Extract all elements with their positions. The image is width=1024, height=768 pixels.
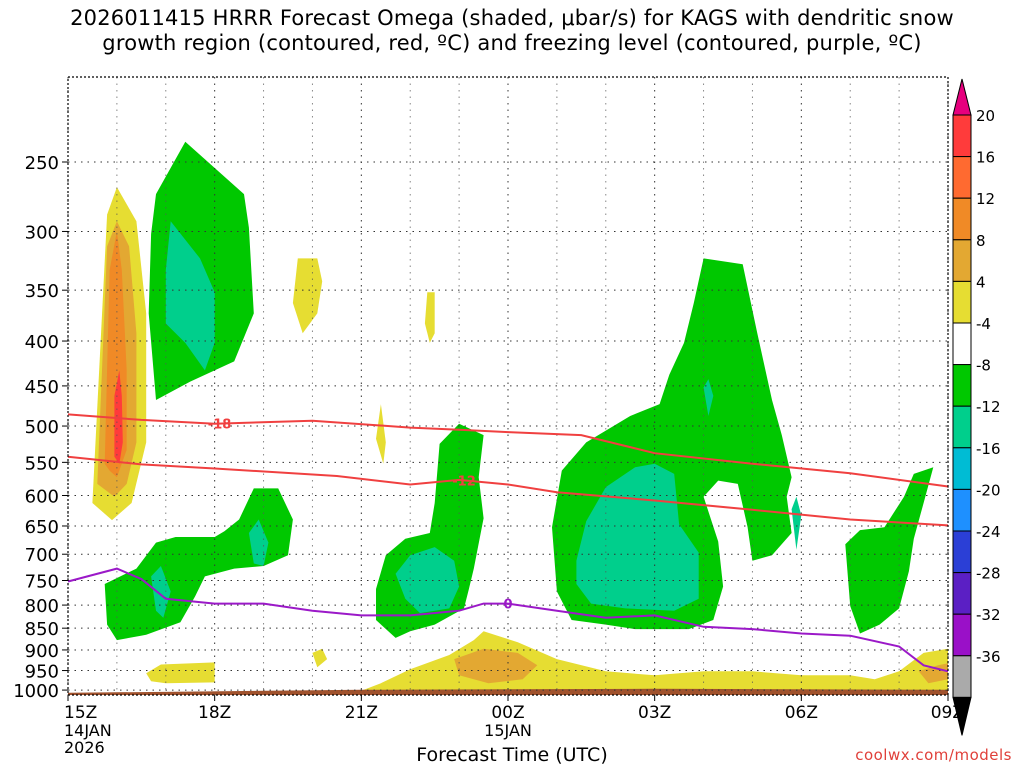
colorbar-label: -20 [976, 481, 1001, 499]
omega-region [918, 663, 948, 684]
title-line-1: 2026011415 HRRR Forecast Omega (shaded, … [70, 6, 954, 30]
omega-shading-layer [92, 141, 948, 692]
y-tick-label: 800 [25, 596, 59, 617]
x-tick-label: 00Z [491, 703, 524, 723]
omega-region [114, 370, 123, 464]
colorbar-segment [952, 280, 972, 324]
colorbar-label: 20 [976, 107, 995, 125]
contour-label: -18 [208, 418, 232, 433]
y-tick-label: 300 [25, 222, 59, 243]
isotherm-dsg-line [67, 455, 949, 527]
colorbar-segment [952, 322, 972, 366]
omega-region [454, 648, 538, 684]
y-tick-label: 1000 [13, 681, 59, 702]
colorbar-segment [952, 197, 972, 241]
y-tick-label: 350 [25, 281, 59, 302]
y-tick-label: 250 [25, 153, 59, 174]
y-tick-label: 750 [25, 571, 59, 592]
colorbar-label: -4 [976, 315, 991, 333]
y-tick-label: 900 [25, 641, 59, 662]
colorbar-segment [952, 405, 972, 449]
omega-region [312, 648, 328, 668]
omega-region [791, 496, 802, 550]
colorbar-label: -28 [976, 565, 1001, 583]
omega-region [395, 547, 460, 614]
colorbar-segment [952, 447, 972, 490]
colorbar-label: 12 [976, 190, 995, 208]
y-tick-label: 950 [25, 662, 59, 683]
colorbar-segment [952, 572, 972, 615]
omega-region [146, 662, 215, 684]
axes-layer: 2503003504004505005506006507007508008509… [13, 76, 964, 757]
y-tick-label: 600 [25, 486, 59, 507]
colorbar-label: -24 [976, 523, 1001, 541]
y-tick-label: 550 [25, 453, 59, 474]
isotherm-dsg-line [67, 413, 949, 488]
colorbar: 20 16 12 8 4 -4 -8 -12 -16 -20 -24 -28 -32 -36 [952, 78, 1001, 736]
colorbar-segment [952, 364, 972, 407]
colorbar-segment [952, 530, 972, 574]
omega-region [376, 404, 386, 464]
colorbar-label: 4 [976, 273, 986, 291]
y-tick-label: 500 [25, 417, 59, 438]
x-tick-label: 21Z [345, 703, 378, 723]
omega-region [703, 379, 714, 416]
y-tick-label: 450 [25, 377, 59, 398]
freezing-level-line [67, 567, 949, 673]
colorbar-label: -16 [976, 440, 1001, 458]
colorbar-segment [952, 156, 972, 199]
colorbar-label: -12 [976, 398, 1001, 416]
x-tick-label: 06Z [785, 703, 818, 723]
colorbar-label: -32 [976, 606, 1001, 624]
colorbar-label: -8 [976, 357, 991, 375]
colorbar-label: 8 [976, 232, 986, 250]
y-tick-label: 650 [25, 517, 59, 538]
omega-region [576, 463, 699, 611]
colorbar-bottom-arrow [952, 696, 972, 736]
colorbar-label: -36 [976, 648, 1001, 666]
y-tick-label: 400 [25, 332, 59, 353]
omega-region [165, 221, 215, 371]
colorbar-segment [952, 114, 972, 158]
colorbar-segment [952, 613, 972, 657]
chart-title: 2026011415 HRRR Forecast Omega (shaded, … [0, 6, 1024, 56]
colorbar-segment [952, 488, 972, 532]
colorbar-segment [952, 239, 972, 282]
surface-band [68, 688, 948, 695]
contour-layer: -18 -12 0 [67, 413, 949, 673]
x-tick-sublabel: 15JAN [484, 721, 532, 740]
x-tick-label: 18Z [198, 703, 231, 723]
omega-region [845, 467, 934, 634]
colorbar-top-arrow [952, 78, 972, 116]
x-tick-sublabel: 2026 [64, 738, 105, 757]
credit-text[interactable]: coolwx.com/models [855, 746, 1012, 764]
omega-region [292, 258, 323, 334]
omega-region [104, 488, 293, 641]
x-tick-sublabel: 14JAN [64, 721, 112, 740]
y-tick-label: 700 [25, 545, 59, 566]
contour-label: 0 [503, 598, 512, 613]
x-tick-label: 15Z [64, 703, 97, 723]
colorbar-segment [952, 655, 972, 698]
contour-label: -12 [452, 474, 476, 489]
x-tick-label: 03Z [638, 703, 671, 723]
title-line-2: growth region (contoured, red, ºC) and f… [102, 31, 922, 55]
surface-layer [68, 688, 948, 695]
omega-region [424, 292, 435, 343]
colorbar-label: 16 [976, 149, 995, 167]
x-axis-label: Forecast Time (UTC) [416, 744, 608, 766]
y-tick-label: 850 [25, 619, 59, 640]
